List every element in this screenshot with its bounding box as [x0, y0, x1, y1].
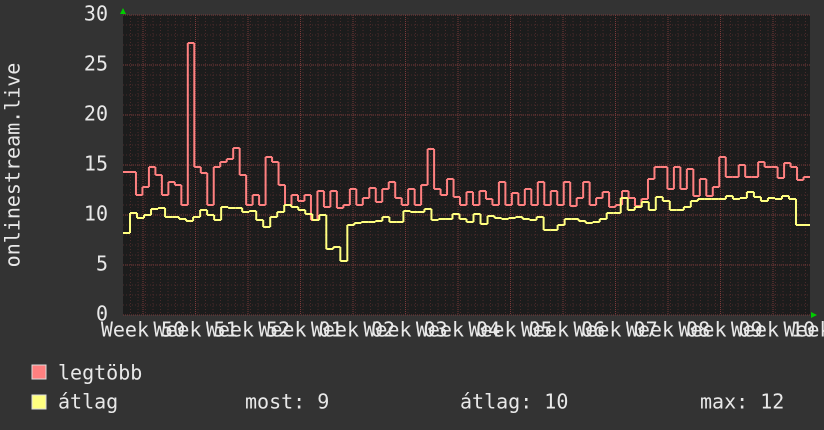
- legend-swatch: [31, 364, 47, 380]
- x-tick-label: Week 02: [311, 318, 395, 342]
- x-tick-label: Week 10: [731, 318, 815, 342]
- stat: most: 9: [245, 390, 329, 414]
- y-tick-label: 10: [84, 202, 108, 226]
- x-tick-label: Week 09: [678, 318, 762, 342]
- axis-arrow: [120, 8, 126, 14]
- x-tick-label: Week 05: [468, 318, 552, 342]
- y-tick-label: 15: [84, 152, 108, 176]
- y-tick-label: 5: [96, 252, 108, 276]
- x-tick-label: Week 51: [153, 318, 237, 342]
- legend-label: átlag: [58, 390, 118, 414]
- y-tick-label: 30: [84, 2, 108, 26]
- axis-arrow: [811, 312, 817, 318]
- y-tick-label: 25: [84, 52, 108, 76]
- x-tick-label: Week 06: [521, 318, 605, 342]
- x-tick-label: Week 01: [258, 318, 342, 342]
- x-tick-label: Week 07: [573, 318, 657, 342]
- legend-label: legtöbb: [58, 361, 142, 385]
- x-tick-label: Week 08: [626, 318, 710, 342]
- x-tick-label: Week 50: [101, 318, 185, 342]
- stat: max: 12: [700, 390, 784, 414]
- y-axis-label: onlinestream.live: [1, 63, 25, 268]
- x-tick-label: Week 52: [206, 318, 290, 342]
- x-tick-label: Week 04: [416, 318, 500, 342]
- legend-swatch: [31, 394, 47, 410]
- x-tick-label: Week 03: [363, 318, 447, 342]
- plot-area: [123, 15, 810, 315]
- y-tick-label: 0: [96, 302, 108, 326]
- y-tick-label: 20: [84, 102, 108, 126]
- stat: átlag: 10: [460, 390, 568, 414]
- x-tick-label: Week 11: [783, 318, 824, 342]
